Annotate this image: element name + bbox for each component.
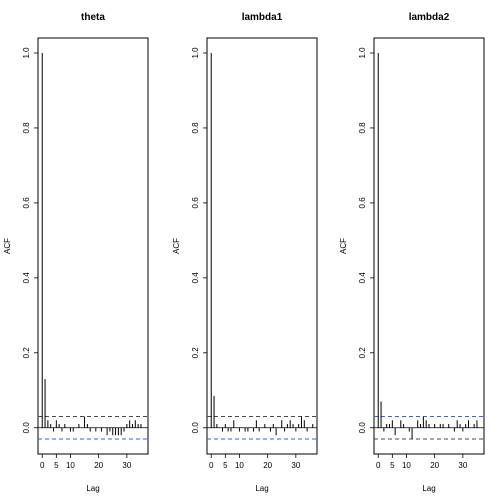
plot-frame <box>373 37 485 455</box>
x-tick-label: 0 <box>40 461 45 470</box>
y-axis-label: ACF <box>3 238 12 254</box>
plot-frame <box>37 37 149 455</box>
x-tick-label: 10 <box>66 461 75 470</box>
y-tick-label: 0.0 <box>191 422 200 434</box>
y-tick-label: 0.0 <box>22 422 31 434</box>
y-tick-label: 0.8 <box>358 122 367 134</box>
x-tick-label: 0 <box>376 461 381 470</box>
acf-panel-1: theta 0 5 10 20 30 0.0 0.2 0.4 0.6 0.8 1.0 Lag ACF <box>3 12 149 493</box>
x-axis-label: Lag <box>255 484 268 493</box>
x-tick-label: 5 <box>390 461 395 470</box>
y-tick-label: 1.0 <box>22 47 31 59</box>
y-tick-label: 0.8 <box>191 122 200 134</box>
y-tick-label: 0.4 <box>22 272 31 284</box>
y-tick-label: 0.6 <box>22 197 31 209</box>
y-tick-label: 0.4 <box>358 272 367 284</box>
y-axis-label: ACF <box>172 238 181 254</box>
acf-panel-3: lambda2 0 5 10 20 30 0.0 0.2 0.4 0.6 0.8 1.0 Lag ACF <box>339 12 485 493</box>
chart-title: lambda2 <box>409 12 450 23</box>
y-tick-label: 0.6 <box>358 197 367 209</box>
x-tick-label: 10 <box>402 461 411 470</box>
x-axis-label: Lag <box>422 484 435 493</box>
x-tick-label: 10 <box>235 461 244 470</box>
y-tick-label: 1.0 <box>358 47 367 59</box>
x-tick-label: 0 <box>209 461 214 470</box>
y-tick-label: 0.2 <box>358 347 367 359</box>
y-tick-label: 0.4 <box>191 272 200 284</box>
x-axis-label: Lag <box>86 484 99 493</box>
x-tick-label: 30 <box>291 461 300 470</box>
y-tick-label: 0.2 <box>191 347 200 359</box>
x-tick-label: 5 <box>223 461 228 470</box>
acf-panel-2: lambda1 0 5 10 20 30 0.0 0.2 0.4 0.6 0.8 1.0 Lag ACF <box>172 12 318 493</box>
y-tick-label: 0.8 <box>22 122 31 134</box>
x-tick-label: 30 <box>122 461 131 470</box>
y-tick-label: 0.0 <box>358 422 367 434</box>
y-axis-label: ACF <box>339 238 348 254</box>
y-tick-label: 0.6 <box>191 197 200 209</box>
x-tick-label: 5 <box>54 461 59 470</box>
y-tick-label: 0.2 <box>22 347 31 359</box>
chart-title: theta <box>81 12 105 23</box>
plot-frame <box>206 37 318 455</box>
x-tick-label: 30 <box>458 461 467 470</box>
x-tick-label: 20 <box>263 461 272 470</box>
chart-title: lambda1 <box>242 12 283 23</box>
y-tick-label: 1.0 <box>191 47 200 59</box>
x-tick-label: 20 <box>430 461 439 470</box>
x-tick-label: 20 <box>94 461 103 470</box>
